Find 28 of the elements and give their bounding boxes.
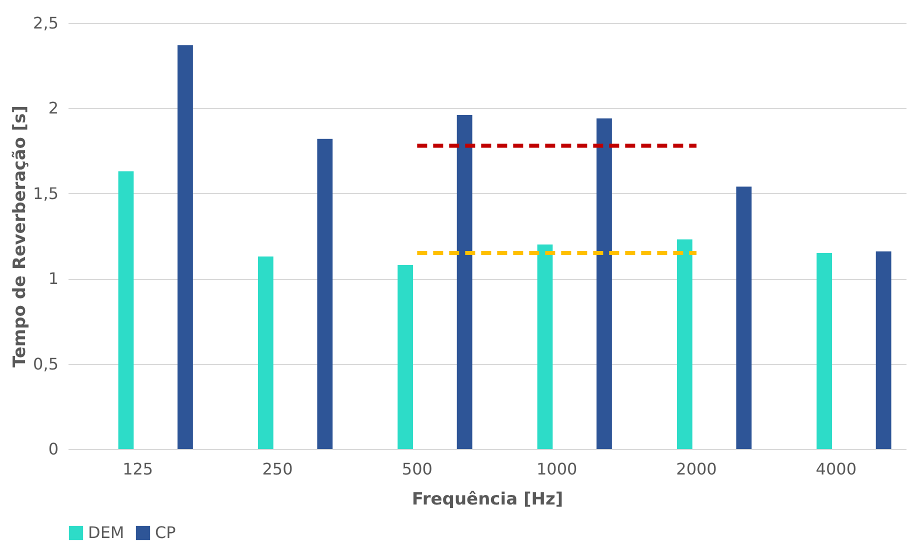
y-tick-label: 2 [48,98,58,118]
x-tick-label: 500 [402,460,432,478]
bar [178,45,193,449]
x-tick-label: 2000 [676,460,717,478]
x-tick-label: 250 [262,460,293,478]
bar [596,118,612,449]
y-axis-title: Tempo de Reverberação [s] [10,106,30,368]
legend-label: DEM [88,523,124,542]
bar [676,239,692,449]
x-tick-label: 125 [122,460,154,478]
y-tick-label: 2,5 [33,14,58,32]
bar [317,138,333,449]
y-tick-label: 1 [48,269,58,288]
y-tick-label: 0,5 [33,354,58,374]
x-tick-label: 1000 [536,460,578,478]
x-axis-title: Frequência [Hz] [412,490,564,510]
bar [537,244,553,449]
bar [736,186,752,449]
bar [876,251,892,449]
bar [118,171,134,449]
bar [398,264,414,449]
bar [456,115,472,449]
bar [258,256,274,449]
bar [816,253,832,449]
y-tick-label: 0 [48,440,58,458]
y-tick-label: 1,5 [33,184,58,203]
x-tick-label: 4000 [816,460,857,478]
legend-label: CP [155,523,176,542]
